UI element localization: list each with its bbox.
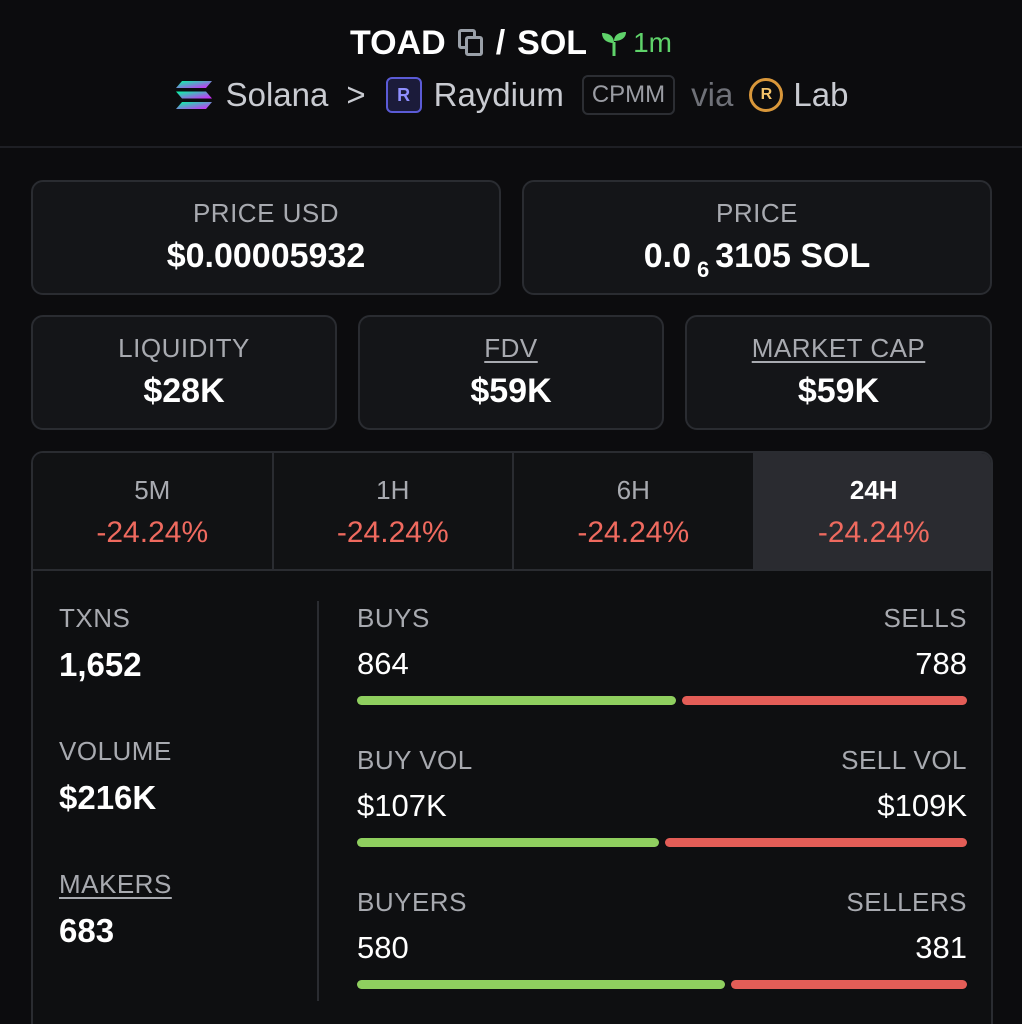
buyers-sellers-ratio-bar	[357, 980, 967, 989]
stats-panel: 5M -24.24% 1H -24.24% 6H -24.24% 24H -24…	[31, 451, 993, 1024]
tab-24h[interactable]: 24H -24.24%	[754, 453, 991, 569]
dex-link[interactable]: Raydium	[433, 76, 564, 113]
tab-label: 5M	[134, 475, 171, 505]
price-native-digits: 3105	[715, 237, 791, 275]
txns-label: TXNS	[59, 603, 131, 633]
buys-sells-row: BUYS SELLS 864 788	[357, 603, 967, 745]
price-native-card: PRICE 0.0 6 3105 SOL	[522, 180, 992, 295]
buy-sell-ratio-bar	[357, 696, 967, 705]
liquidity-value: $28K	[143, 372, 225, 410]
makers-label[interactable]: MAKERS	[59, 869, 172, 899]
fdv-value: $59K	[470, 372, 552, 410]
tab-6h[interactable]: 6H -24.24%	[514, 453, 755, 569]
sellers-label: SELLERS	[846, 887, 967, 917]
stats-divider	[317, 601, 319, 1001]
liquidity-card: LIQUIDITY $28K	[31, 315, 337, 430]
txns-stat: TXNS 1,652	[59, 603, 309, 684]
sell-vol-label: SELL VOL	[841, 745, 967, 775]
tab-label: 1H	[376, 475, 410, 505]
quote-symbol: SOL	[517, 23, 588, 62]
fdv-label[interactable]: FDV	[484, 333, 538, 363]
timeframe-tabs: 5M -24.24% 1H -24.24% 6H -24.24% 24H -24…	[33, 453, 991, 571]
chevron-right-icon: >	[346, 76, 366, 113]
volume-label: VOLUME	[59, 736, 172, 766]
pair-age-value: 1m	[633, 27, 672, 58]
summary-stats: TXNS 1,652 VOLUME $216K MAKERS 683	[59, 603, 309, 1002]
makers-value: 683	[59, 912, 115, 949]
buy-vol-share-bar	[357, 838, 659, 847]
buy-sell-volume-row: BUY VOL SELL VOL $107K $109K	[357, 745, 967, 887]
buy-vol-label: BUY VOL	[357, 745, 473, 775]
buyers-value: 580	[357, 930, 409, 965]
lab-logo-icon: R	[749, 78, 784, 112]
price-native-label: PRICE	[716, 198, 798, 228]
volume-stat: VOLUME $216K	[59, 736, 309, 817]
price-native-zero-count: 6	[697, 257, 710, 282]
pair-age: 1m	[599, 27, 672, 59]
sells-value: 788	[915, 646, 967, 681]
via-label: via	[691, 76, 734, 113]
pair-title: TOAD / SOL 1m	[0, 20, 1022, 66]
liquidity-label: LIQUIDITY	[118, 333, 250, 363]
sell-vol-share-bar	[664, 838, 967, 847]
price-usd-value: $0.00005932	[166, 237, 366, 275]
buyers-share-bar	[357, 980, 726, 989]
pair-separator: /	[495, 23, 506, 62]
buyers-label: BUYERS	[357, 887, 467, 917]
tab-change: -24.24%	[96, 516, 209, 549]
price-usd-label: PRICE USD	[192, 198, 340, 228]
copy-icon[interactable]	[457, 29, 484, 57]
price-native-prefix: 0.0	[643, 237, 691, 275]
market-cap-label[interactable]: MARKET CAP	[751, 333, 926, 363]
pair-breadcrumb: Solana > R Raydium CPMM via R Lab	[0, 72, 1022, 118]
tab-change: -24.24%	[336, 516, 449, 549]
launchpad-link[interactable]: Lab	[793, 76, 849, 113]
buyers-sellers-row: BUYERS SELLERS 580 381	[357, 887, 967, 1024]
tab-change: -24.24%	[577, 516, 690, 549]
txns-value: 1,652	[59, 646, 142, 683]
price-usd-card: PRICE USD $0.00005932	[31, 180, 501, 295]
market-cap-value: $59K	[797, 372, 880, 410]
tab-5m[interactable]: 5M -24.24%	[33, 453, 274, 569]
sellers-value: 381	[915, 930, 967, 965]
tab-1h[interactable]: 1H -24.24%	[273, 453, 514, 569]
buy-share-bar	[357, 696, 677, 705]
sells-label: SELLS	[883, 603, 967, 633]
pair-header: TOAD / SOL 1m Solana > R	[0, 0, 1022, 148]
buys-label: BUYS	[357, 603, 430, 633]
makers-stat: MAKERS 683	[59, 869, 309, 950]
tab-label: 6H	[616, 475, 650, 505]
fdv-card: FDV $59K	[358, 315, 664, 430]
sell-vol-value: $109K	[877, 788, 967, 823]
volume-value: $216K	[59, 779, 157, 816]
price-native-unit: SOL	[800, 237, 871, 275]
tab-change: -24.24%	[817, 516, 930, 549]
chain-link[interactable]: Solana	[225, 76, 329, 113]
market-cap-card: MARKET CAP $59K	[685, 315, 992, 430]
price-native-value: 0.0 6 3105 SOL	[524, 237, 990, 282]
raydium-logo-icon: R	[385, 77, 422, 113]
buy-vol-value: $107K	[357, 788, 447, 823]
pool-type-badge: CPMM	[581, 75, 676, 115]
sprout-icon	[602, 32, 627, 56]
solana-logo-icon	[175, 81, 212, 109]
tab-label: 24H	[849, 475, 898, 505]
token-symbol: TOAD	[350, 23, 446, 62]
sellers-share-bar	[731, 980, 967, 989]
buys-value: 864	[357, 646, 409, 681]
buy-sell-volume-ratio-bar	[357, 838, 967, 847]
buy-sell-breakdown: BUYS SELLS 864 788 BUY VOL SELL VOL $107…	[357, 603, 967, 1024]
sell-share-bar	[682, 696, 967, 705]
